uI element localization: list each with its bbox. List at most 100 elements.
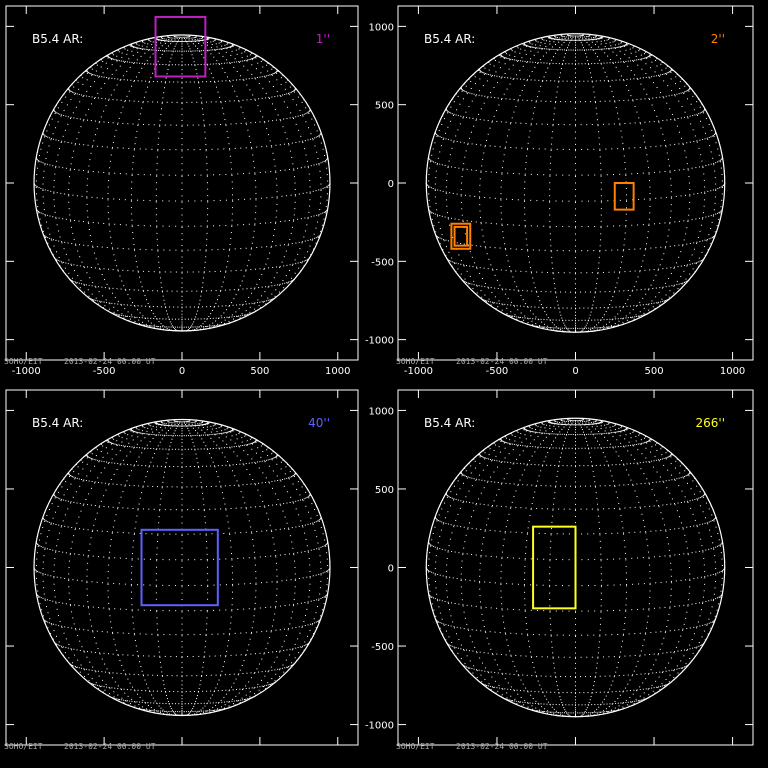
longitude-dot [641, 129, 643, 131]
longitude-dot [216, 46, 218, 48]
longitude-dot [683, 93, 685, 95]
latitude-dot [120, 303, 122, 305]
longitude-dot [432, 148, 434, 150]
latitude-dot [139, 62, 141, 64]
longitude-dot [231, 181, 233, 183]
latitude-dot [156, 49, 158, 51]
latitude-dot [680, 283, 682, 285]
latitude-dot [187, 249, 189, 251]
latitude-dot [197, 318, 199, 320]
latitude-dot [237, 224, 239, 226]
longitude-dot [279, 267, 281, 269]
latitude-dot [474, 195, 476, 197]
longitude-dot [276, 203, 278, 205]
longitude-dot [626, 194, 628, 196]
latitude-dot [286, 93, 288, 95]
latitude-dot [136, 701, 138, 703]
latitude-dot [150, 325, 152, 327]
latitude-dot [101, 146, 103, 148]
latitude-dot [55, 239, 57, 241]
latitude-dot [704, 108, 706, 110]
longitude-dot [619, 124, 621, 126]
longitude-dot [645, 293, 647, 295]
latitude-dot [217, 80, 219, 82]
latitude-dot [501, 303, 503, 305]
longitude-dot [670, 71, 672, 73]
longitude-dot [626, 44, 628, 46]
latitude-dot [578, 63, 580, 65]
latitude-dot [157, 249, 159, 251]
latitude-dot [636, 315, 638, 317]
latitude-dot [292, 116, 294, 118]
latitude-dot [123, 304, 125, 306]
longitude-dot [175, 36, 177, 38]
longitude-dot [170, 43, 172, 45]
longitude-dot [626, 200, 628, 202]
latitude-dot [475, 245, 477, 247]
latitude-dot [581, 226, 583, 228]
longitude-dot [310, 110, 312, 112]
latitude-dot [117, 269, 119, 271]
latitude-dot [644, 288, 646, 290]
longitude-dot [91, 293, 93, 295]
longitude-dot [612, 296, 614, 298]
latitude-dot [579, 307, 581, 309]
latitude-dot [182, 330, 184, 332]
longitude-dot [194, 38, 196, 40]
latitude-dot [277, 95, 279, 97]
longitude-dot [150, 322, 152, 324]
longitude-dot [121, 313, 123, 315]
longitude-dot [545, 40, 547, 42]
latitude-dot [195, 329, 197, 331]
latitude-dot [139, 701, 141, 703]
latitude-dot [513, 77, 515, 79]
longitude-dot [100, 116, 102, 118]
longitude-dot [255, 212, 257, 214]
longitude-dot [623, 80, 625, 82]
longitude-dot [558, 308, 560, 310]
longitude-dot [624, 53, 626, 55]
latitude-dot [670, 119, 672, 121]
x-tick-label: 0 [179, 366, 185, 377]
latitude-dot [109, 696, 111, 698]
latitude-dot [653, 302, 655, 304]
latitude-dot [173, 81, 175, 83]
longitude-dot [218, 42, 220, 44]
latitude-dot [192, 50, 194, 52]
longitude-dot [533, 282, 535, 284]
latitude-dot [475, 143, 477, 145]
latitude-dot [713, 134, 715, 136]
latitude-dot [198, 81, 200, 83]
longitude-dot [181, 220, 183, 222]
longitude-dot [214, 40, 216, 42]
longitude-dot [699, 106, 701, 108]
longitude-dot [156, 175, 158, 177]
latitude-dot [151, 148, 153, 150]
latitude-dot [605, 148, 607, 150]
longitude-dot [109, 160, 111, 162]
longitude-dot [575, 86, 576, 88]
latitude-dot [128, 248, 130, 250]
longitude-dot [201, 53, 203, 55]
longitude-dot [111, 148, 113, 150]
latitude-dot [581, 39, 583, 41]
longitude-dot [167, 316, 169, 318]
longitude-dot [544, 323, 546, 325]
longitude-dot [509, 54, 511, 56]
longitude-dot [684, 85, 686, 87]
latitude-dot [592, 330, 594, 332]
longitude-dot [667, 235, 669, 237]
latitude-dot [113, 58, 115, 60]
latitude-dot [529, 324, 531, 326]
longitude-dot [534, 287, 536, 289]
longitude-dot [527, 306, 529, 308]
latitude-dot [479, 69, 481, 71]
longitude-dot [115, 69, 117, 71]
longitude-dot [490, 92, 492, 94]
longitude-dot [206, 326, 208, 328]
latitude-dot [636, 289, 638, 291]
longitude-dot [300, 135, 302, 137]
longitude-dot [600, 220, 602, 222]
longitude-dot [159, 57, 161, 59]
latitude-dot [252, 58, 254, 60]
